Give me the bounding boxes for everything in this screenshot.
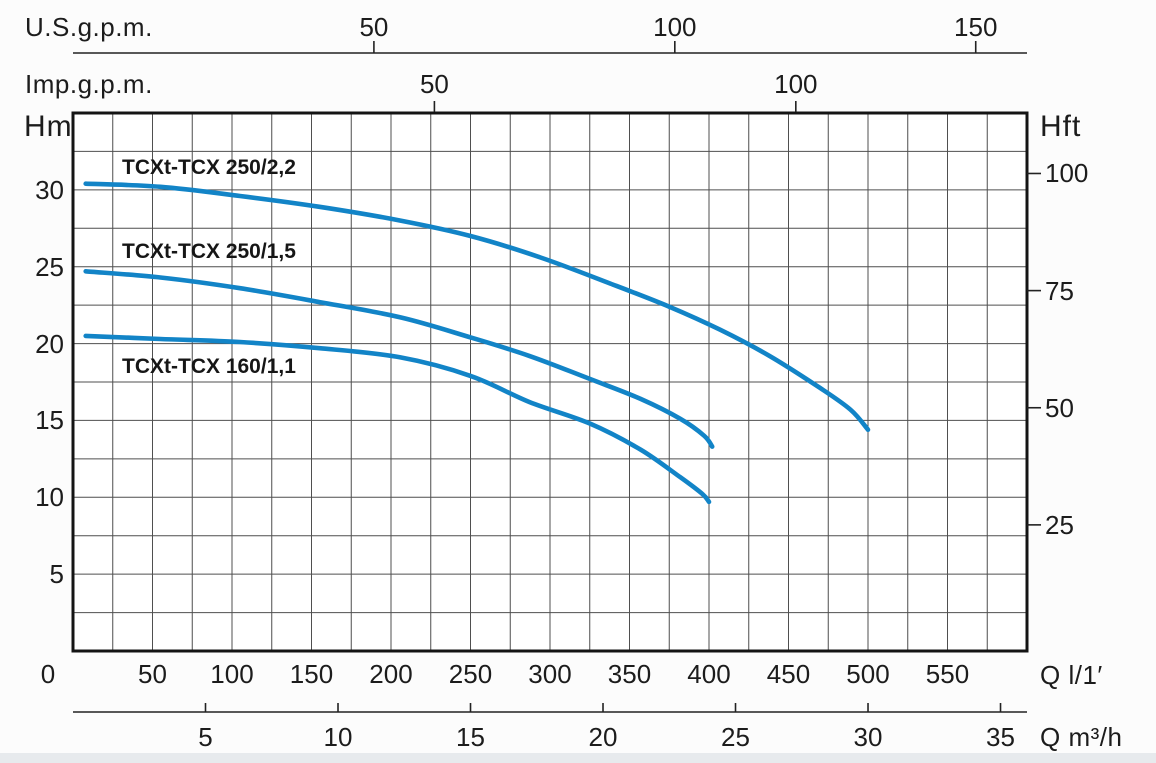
head-ft-tick-label: 25 — [1045, 509, 1074, 540]
us-gpm-tick-label: 50 — [359, 12, 389, 42]
flow-l-tick-label: 100 — [210, 659, 254, 689]
flow-l-tick-label: 450 — [766, 659, 811, 689]
flow-l-tick-label: 550 — [925, 659, 970, 689]
pump-curve-2 — [83, 333, 712, 505]
head-m-tick-label: 10 — [35, 482, 64, 513]
head-ft-tick-label: 100 — [1045, 158, 1089, 189]
flow-l-tick-label: 500 — [846, 659, 890, 689]
flow-l-tick-label: 300 — [528, 659, 572, 689]
imp-gpm-tick-label: 50 — [419, 69, 449, 99]
pump-curve-1 — [83, 269, 715, 449]
flow-m3h-tick-label: 35 — [986, 722, 1015, 752]
flow-l-tick-label: 250 — [448, 659, 493, 689]
flow-m3h-tick-label: 20 — [588, 722, 618, 752]
head-m-axis-label: Hm — [24, 110, 73, 143]
footer-strip — [0, 753, 1156, 763]
head-ft-tick-label: 50 — [1045, 392, 1074, 423]
us-gpm-axis-label: U.S.g.p.m. — [25, 12, 153, 42]
imp-gpm-axis-label: Imp.g.p.m. — [25, 69, 153, 99]
curve-label-tcx-160-1-1: TCXt-TCX 160/1,1 — [122, 355, 296, 378]
flow-l-tick-label: 350 — [607, 659, 652, 689]
pump-curve-0 — [83, 181, 871, 432]
flow-m3h-tick-label: 15 — [456, 722, 485, 752]
flow-l-tick-label: 150 — [289, 659, 334, 689]
flow-m3h-tick-label: 25 — [721, 722, 750, 752]
head-m-tick-label: 20 — [35, 328, 64, 359]
curve-label-tcx-250-1-5: TCXt-TCX 250/1,5 — [122, 240, 296, 263]
us-gpm-tick-label: 150 — [954, 12, 998, 42]
flow-l-tick-label: 0 — [40, 659, 56, 689]
head-m-tick-label: 5 — [49, 559, 64, 590]
flow-m3h-tick-label: 10 — [323, 722, 353, 752]
flow-m3h-axis-label: Q m³/h — [1040, 722, 1123, 752]
flow-l-axis-label: Q l/1′ — [1040, 660, 1103, 690]
imp-gpm-tick-label: 100 — [774, 69, 818, 99]
flow-m3h-tick-label: 5 — [198, 722, 213, 752]
curve-label-tcx-250-2-2: TCXt-TCX 250/2,2 — [122, 156, 296, 179]
flow-l-tick-label: 50 — [138, 659, 167, 689]
head-m-tick-label: 15 — [35, 405, 64, 436]
head-ft-tick-label: 75 — [1045, 275, 1074, 306]
head-m-tick-label: 25 — [35, 251, 64, 282]
head-m-tick-label: 30 — [35, 174, 64, 205]
flow-m3h-tick-label: 30 — [853, 722, 883, 752]
plot-border — [71, 111, 1029, 653]
us-gpm-tick-label: 100 — [653, 12, 697, 42]
flow-l-tick-label: 200 — [369, 659, 413, 689]
head-ft-axis-label: Hft — [1040, 110, 1082, 143]
flow-l-tick-label: 400 — [687, 659, 731, 689]
